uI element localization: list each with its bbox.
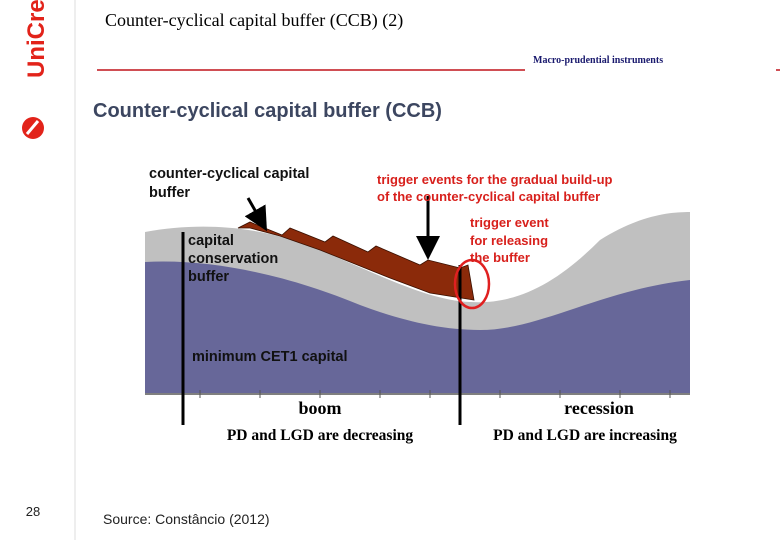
buildup-label: of the counter-cyclical capital buffer xyxy=(377,189,600,204)
phase-note: PD and LGD are decreasing xyxy=(227,427,414,444)
conservation-label: capital xyxy=(188,233,234,249)
release-label: for releasing xyxy=(470,233,548,248)
phase-note: PD and LGD are increasing xyxy=(493,427,677,444)
phase-name: boom xyxy=(298,398,341,418)
ccb-label: counter-cyclical capital xyxy=(149,166,309,182)
axis-ticks xyxy=(199,390,671,398)
slide-title: Counter-cyclical capital buffer (CCB) (2… xyxy=(105,10,403,31)
conservation-label: buffer xyxy=(188,269,229,285)
figure-title: Counter-cyclical capital buffer (CCB) xyxy=(93,100,442,122)
ccb-area xyxy=(237,221,475,301)
diagram xyxy=(145,196,690,425)
minimum-label: minimum CET1 capital xyxy=(192,349,348,365)
release-label: trigger event xyxy=(470,215,549,230)
page-number: 28 xyxy=(26,504,40,519)
logo-text: UniCredit xyxy=(23,0,50,78)
phase-name: recession xyxy=(564,398,634,418)
source: Source: Constâncio (2012) xyxy=(103,511,270,527)
minimum-capital-area xyxy=(145,261,690,393)
arrow xyxy=(244,197,267,232)
section-label: Macro-prudential instruments xyxy=(533,55,663,66)
release-label: the buffer xyxy=(470,250,530,265)
release-highlight xyxy=(453,258,491,310)
conservation-label: conservation xyxy=(188,251,278,267)
buildup-label: trigger events for the gradual build-up xyxy=(377,172,613,187)
ccb-label: buffer xyxy=(149,185,190,201)
logo: UniCredit xyxy=(22,0,50,139)
